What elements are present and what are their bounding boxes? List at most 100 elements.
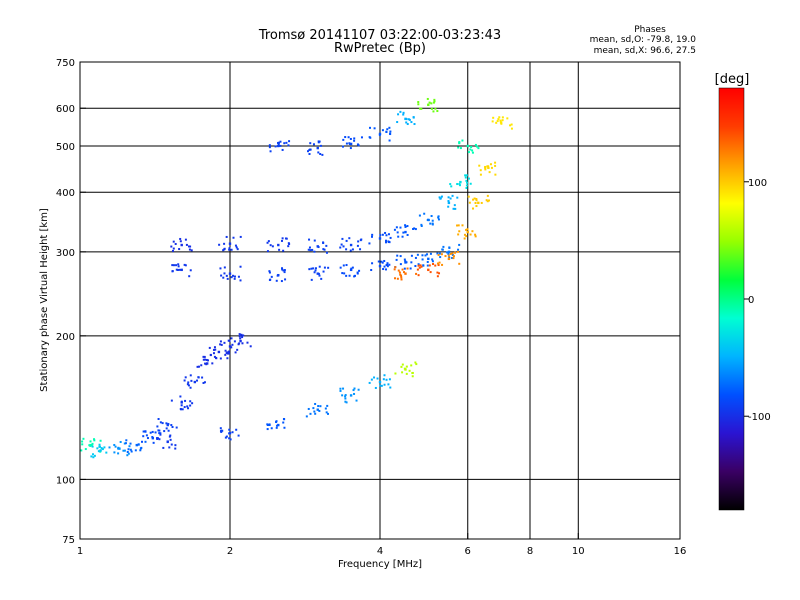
data-point-scatter <box>169 438 172 441</box>
data-point-scatter <box>388 241 391 244</box>
data-point-scatter <box>412 227 415 230</box>
data-point-scatter <box>99 439 102 442</box>
data-point-scatter <box>393 268 396 271</box>
data-point <box>378 237 382 240</box>
data-point-scatter <box>310 267 313 270</box>
data-point-scatter <box>308 148 311 151</box>
data-point-scatter <box>385 241 388 244</box>
data-point-scatter <box>387 383 390 386</box>
data-point-scatter <box>170 424 173 427</box>
data-point-scatter <box>384 268 387 271</box>
data-point-scatter <box>215 357 218 360</box>
data-point-scatter <box>307 407 310 410</box>
data-point-scatter <box>410 364 413 367</box>
data-point-scatter <box>385 239 388 242</box>
data-point-scatter <box>174 447 177 450</box>
data-point-scatter <box>222 249 225 252</box>
data-point-scatter <box>92 456 95 459</box>
y-tick-label: 300 <box>56 248 75 259</box>
data-point-scatter <box>402 231 405 234</box>
data-point-scatter <box>380 384 383 387</box>
data-point-scatter <box>385 131 388 134</box>
data-point-scatter <box>99 450 102 453</box>
data-point-scatter <box>322 241 325 244</box>
data-point-scatter <box>461 139 464 142</box>
data-point-scatter <box>440 195 443 198</box>
data-point-scatter <box>159 432 162 435</box>
data-point-scatter <box>142 430 145 433</box>
data-point-scatter <box>344 400 347 403</box>
data-point-scatter <box>463 233 466 236</box>
data-point <box>459 180 462 184</box>
data-point-scatter <box>437 216 440 219</box>
data-point-scatter <box>318 140 321 143</box>
data-point-scatter <box>89 440 92 443</box>
data-point-scatter <box>345 264 348 267</box>
data-point-scatter <box>186 405 189 408</box>
data-point-scatter <box>189 386 192 389</box>
data-point-scatter <box>144 440 147 443</box>
data-point-scatter <box>219 357 222 360</box>
data-point-scatter <box>506 117 509 120</box>
data-point-scatter <box>276 424 279 427</box>
data-point-scatter <box>396 231 399 234</box>
data-point-scatter <box>456 250 459 253</box>
data-point-scatter <box>307 150 310 153</box>
data-point-scatter <box>108 446 111 449</box>
data-point-scatter <box>235 246 238 249</box>
data-point-scatter <box>233 340 236 343</box>
data-point-scatter <box>282 249 285 252</box>
data-point-scatter <box>167 422 170 425</box>
data-point-scatter <box>230 337 233 340</box>
data-point-scatter <box>275 421 278 424</box>
data-point-scatter <box>318 265 321 268</box>
data-point-scatter <box>388 126 391 129</box>
data-point-scatter <box>312 143 315 146</box>
data-point-scatter <box>430 215 433 218</box>
data-point-scatter <box>123 442 126 445</box>
data-point-scatter <box>284 278 287 281</box>
x-tick-label: 16 <box>674 546 687 557</box>
data-point-scatter <box>175 426 178 429</box>
data-point-scatter <box>446 251 449 254</box>
data-point-scatter <box>226 357 229 360</box>
data-point-scatter <box>357 240 360 243</box>
data-point-scatter <box>190 379 193 382</box>
data-point-scatter <box>236 348 239 351</box>
data-point-scatter <box>383 259 386 262</box>
data-point-scatter <box>465 174 468 177</box>
data-point <box>427 103 430 107</box>
data-point-scatter <box>356 143 359 146</box>
data-point <box>228 272 232 275</box>
data-point-scatter <box>424 254 427 257</box>
data-point <box>316 146 319 150</box>
y-tick-label: 600 <box>56 104 75 115</box>
data-point-scatter <box>415 363 418 366</box>
data-point-scatter <box>184 264 187 267</box>
data-point-scatter <box>344 395 347 398</box>
data-point-scatter <box>146 437 149 440</box>
data-point-scatter <box>288 140 291 143</box>
data-point-scatter <box>382 378 385 381</box>
data-point-scatter <box>208 346 211 349</box>
data-point-scatter <box>411 371 414 374</box>
data-point-scatter <box>341 272 344 275</box>
data-point <box>404 272 407 275</box>
data-point-scatter <box>484 165 487 168</box>
data-point-scatter <box>397 235 400 238</box>
data-point-scatter <box>196 365 199 368</box>
data-point-scatter <box>468 201 471 204</box>
data-point-scatter <box>305 415 308 418</box>
data-point-scatter <box>406 233 409 236</box>
data-point-scatter <box>266 424 269 427</box>
data-point-scatter <box>98 445 101 448</box>
data-point-scatter <box>203 381 206 384</box>
phases-o-stats: mean, sd,O: -79.8, 19.0 <box>590 35 697 45</box>
data-point-scatter <box>90 455 93 458</box>
data-point-scatter <box>171 264 174 267</box>
data-point-scatter <box>239 337 242 340</box>
data-point-scatter <box>139 449 142 452</box>
data-point-scatter <box>158 438 161 441</box>
data-point-scatter <box>159 433 162 436</box>
data-point <box>118 447 121 450</box>
